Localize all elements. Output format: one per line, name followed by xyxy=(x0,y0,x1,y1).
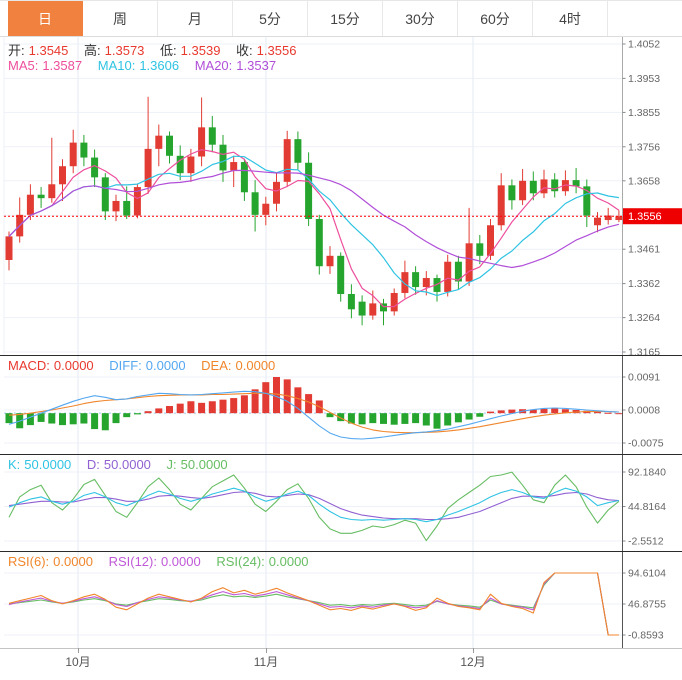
svg-text:92.1840: 92.1840 xyxy=(628,467,666,479)
svg-text:44.8164: 44.8164 xyxy=(628,501,666,513)
tab-month[interactable]: 月 xyxy=(158,1,233,36)
ma20-label: MA20: xyxy=(194,58,233,73)
month-label-nov: 11月 xyxy=(253,655,279,669)
svg-text:1.3461: 1.3461 xyxy=(628,244,660,256)
month-tick xyxy=(266,648,267,653)
rsi12-label: RSI(12): xyxy=(108,554,157,569)
tab-15min[interactable]: 15分 xyxy=(308,1,383,36)
ma5-label: MA5: xyxy=(8,58,39,73)
rsi24-label: RSI(24): xyxy=(216,554,265,569)
svg-text:1.3264: 1.3264 xyxy=(628,312,660,324)
d-value: 50.0000 xyxy=(103,457,151,472)
low-label: 低: xyxy=(160,43,177,58)
svg-text:-0.8593: -0.8593 xyxy=(628,630,664,642)
month-tick xyxy=(78,648,79,653)
svg-text:1.3855: 1.3855 xyxy=(628,107,660,119)
time-axis: 10月 11月 12月 xyxy=(0,648,682,680)
k-value: 50.0000 xyxy=(24,457,72,472)
kdj-row: K: 50.0000 D: 50.0000 J: 50.0000 xyxy=(8,457,232,472)
rsi6-label: RSI(6): xyxy=(8,554,50,569)
tab-week[interactable]: 周 xyxy=(83,1,158,36)
svg-text:94.6104: 94.6104 xyxy=(628,568,666,580)
d-label: D: xyxy=(86,457,100,472)
svg-text:-2.5512: -2.5512 xyxy=(628,536,664,548)
svg-text:1.4052: 1.4052 xyxy=(628,39,660,51)
tab-30min[interactable]: 30分 xyxy=(383,1,458,36)
macd-chart[interactable]: 0.0091 0.0008 -0.0075 xyxy=(0,356,682,454)
svg-text:1.3362: 1.3362 xyxy=(628,278,660,290)
period-tabbar: 日 周 月 5分 15分 30分 60分 4时 xyxy=(0,0,682,37)
macd-value: 0.0000 xyxy=(53,358,94,373)
close-value: 1.3556 xyxy=(256,43,297,58)
tab-60min[interactable]: 60分 xyxy=(458,1,533,36)
tab-5min[interactable]: 5分 xyxy=(233,1,308,36)
dea-value: 0.0000 xyxy=(235,358,276,373)
high-value: 1.3573 xyxy=(104,43,145,58)
svg-text:1.3165: 1.3165 xyxy=(628,347,660,356)
diff-label: DIFF: xyxy=(109,358,142,373)
diff-value: 0.0000 xyxy=(145,358,186,373)
month-label-oct: 10月 xyxy=(65,655,91,669)
macd-label: MACD: xyxy=(8,358,50,373)
svg-text:1.3756: 1.3756 xyxy=(628,141,660,153)
low-value: 1.3539 xyxy=(180,43,221,58)
ma10-label: MA10: xyxy=(97,58,136,73)
main-chart-panel: 1.4052 1.3953 1.3855 1.3756 1.3658 1.3461 1.33… xyxy=(0,37,682,355)
j-label: J: xyxy=(166,457,177,472)
svg-text:0.0008: 0.0008 xyxy=(628,405,660,417)
rsi-chart[interactable]: 94.6104 46.8755 -0.8593 xyxy=(0,552,682,648)
rsi-panel: 94.6104 46.8755 -0.8593 RSI(6): 0.0000 RSI(… xyxy=(0,551,682,648)
kdj-chart[interactable]: 92.1840 44.8164 -2.5512 xyxy=(0,455,682,551)
month-tick xyxy=(473,648,474,653)
svg-text:1.3953: 1.3953 xyxy=(628,73,660,85)
ma5-value: 1.3587 xyxy=(42,58,83,73)
dea-label: DEA: xyxy=(201,358,232,373)
open-value: 1.3545 xyxy=(28,43,69,58)
tab-day[interactable]: 日 xyxy=(8,1,83,36)
j-value: 50.0000 xyxy=(180,457,228,472)
high-label: 高: xyxy=(84,43,101,58)
ma10-value: 1.3606 xyxy=(139,58,180,73)
rsi6-value: 0.0000 xyxy=(53,554,93,569)
rsi12-value: 0.0000 xyxy=(160,554,201,569)
ohlc-row: 开: 1.3545 高: 1.3573 低: 1.3539 收: 1.3556 xyxy=(8,40,300,59)
close-label: 收: xyxy=(236,43,253,58)
tab-4hour[interactable]: 4时 xyxy=(533,1,608,36)
svg-text:-0.0075: -0.0075 xyxy=(628,438,664,450)
rsi-row: RSI(6): 0.0000 RSI(12): 0.0000 RSI(24): 0.0… xyxy=(8,554,313,569)
open-label: 开: xyxy=(8,43,25,58)
kdj-panel: 92.1840 44.8164 -2.5512 K: 50.0000 D: 50.000… xyxy=(0,454,682,551)
svg-text:0.0091: 0.0091 xyxy=(628,372,660,384)
macd-row: MACD: 0.0000 DIFF: 0.0000 DEA: 0.0000 xyxy=(8,358,279,373)
candlestick-chart[interactable]: 1.4052 1.3953 1.3855 1.3756 1.3658 1.3461 1.33… xyxy=(0,37,682,355)
svg-text:1.3556: 1.3556 xyxy=(628,211,662,223)
ma20-value: 1.3537 xyxy=(236,58,277,73)
macd-panel: 0.0091 0.0008 -0.0075 MACD: 0.0000 DIFF: 0.0… xyxy=(0,355,682,454)
svg-text:46.8755: 46.8755 xyxy=(628,599,666,611)
month-label-dec: 12月 xyxy=(460,655,486,669)
ma-row: MA5: 1.3587 MA10: 1.3606 MA20: 1.3537 xyxy=(8,58,280,73)
svg-text:1.3658: 1.3658 xyxy=(628,175,660,187)
k-label: K: xyxy=(8,457,21,472)
rsi24-value: 0.0000 xyxy=(268,554,309,569)
